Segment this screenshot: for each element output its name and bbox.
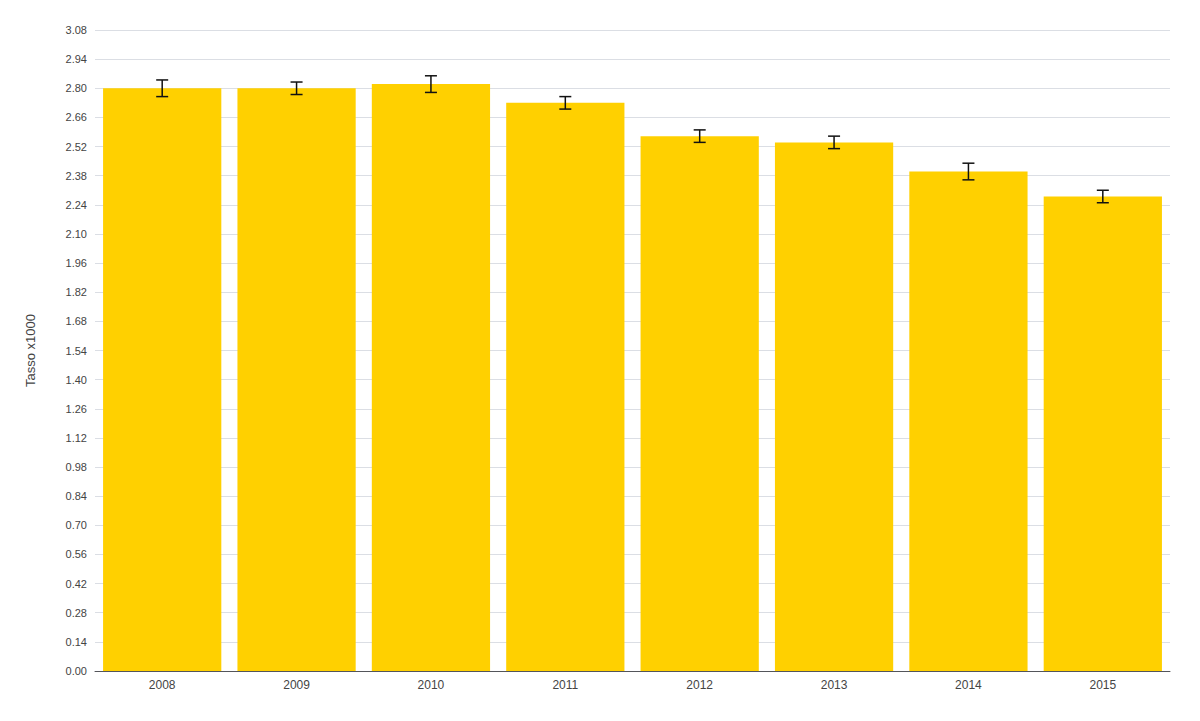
- svg-text:1.54: 1.54: [66, 345, 87, 357]
- svg-text:0.14: 0.14: [66, 636, 87, 648]
- svg-text:3.08: 3.08: [66, 24, 87, 36]
- svg-text:2.10: 2.10: [66, 228, 87, 240]
- svg-text:2.52: 2.52: [66, 141, 87, 153]
- svg-text:0.28: 0.28: [66, 607, 87, 619]
- svg-text:2014: 2014: [955, 678, 982, 692]
- svg-text:0.00: 0.00: [66, 665, 87, 677]
- svg-text:2008: 2008: [149, 678, 176, 692]
- svg-text:1.96: 1.96: [66, 257, 87, 269]
- svg-text:1.26: 1.26: [66, 403, 87, 415]
- svg-text:1.40: 1.40: [66, 374, 87, 386]
- svg-text:0.70: 0.70: [66, 519, 87, 531]
- svg-text:2010: 2010: [418, 678, 445, 692]
- svg-text:2015: 2015: [1089, 678, 1116, 692]
- svg-text:2009: 2009: [283, 678, 310, 692]
- svg-text:2012: 2012: [686, 678, 713, 692]
- svg-text:0.56: 0.56: [66, 548, 87, 560]
- svg-text:1.82: 1.82: [66, 286, 87, 298]
- svg-text:2013: 2013: [821, 678, 848, 692]
- svg-text:2.38: 2.38: [66, 170, 87, 182]
- svg-text:1.68: 1.68: [66, 315, 87, 327]
- svg-text:2.24: 2.24: [66, 199, 87, 211]
- svg-text:2.80: 2.80: [66, 82, 87, 94]
- svg-text:Tasso x1000: Tasso x1000: [23, 314, 38, 387]
- svg-text:0.42: 0.42: [66, 578, 87, 590]
- svg-text:2011: 2011: [552, 678, 578, 692]
- svg-text:0.84: 0.84: [66, 490, 87, 502]
- svg-text:2.94: 2.94: [66, 53, 87, 65]
- svg-text:1.12: 1.12: [66, 432, 87, 444]
- svg-text:0.98: 0.98: [66, 461, 87, 473]
- svg-text:2.66: 2.66: [66, 111, 87, 123]
